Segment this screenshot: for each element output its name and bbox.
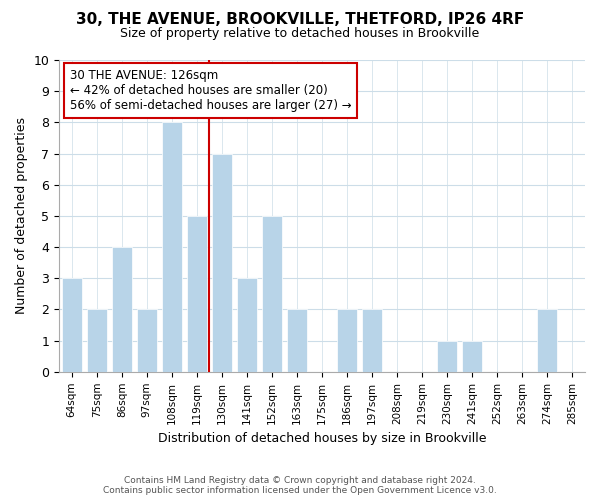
Y-axis label: Number of detached properties: Number of detached properties (15, 118, 28, 314)
Text: 30 THE AVENUE: 126sqm
← 42% of detached houses are smaller (20)
56% of semi-deta: 30 THE AVENUE: 126sqm ← 42% of detached … (70, 70, 351, 112)
Bar (237, 278, 257, 372)
Bar (463, 340, 482, 372)
Text: Contains HM Land Registry data © Crown copyright and database right 2024.
Contai: Contains HM Land Registry data © Crown c… (103, 476, 497, 495)
X-axis label: Distribution of detached houses by size in Brookville: Distribution of detached houses by size … (158, 432, 487, 445)
Bar (212, 154, 232, 372)
Bar (262, 216, 282, 372)
Bar (187, 216, 207, 372)
Bar (86, 310, 107, 372)
Bar (287, 310, 307, 372)
Bar (538, 310, 557, 372)
Text: 30, THE AVENUE, BROOKVILLE, THETFORD, IP26 4RF: 30, THE AVENUE, BROOKVILLE, THETFORD, IP… (76, 12, 524, 28)
Bar (62, 278, 82, 372)
Bar (337, 310, 357, 372)
Bar (362, 310, 382, 372)
Bar (437, 340, 457, 372)
Text: Size of property relative to detached houses in Brookville: Size of property relative to detached ho… (121, 28, 479, 40)
Bar (162, 122, 182, 372)
Bar (137, 310, 157, 372)
Bar (112, 247, 132, 372)
